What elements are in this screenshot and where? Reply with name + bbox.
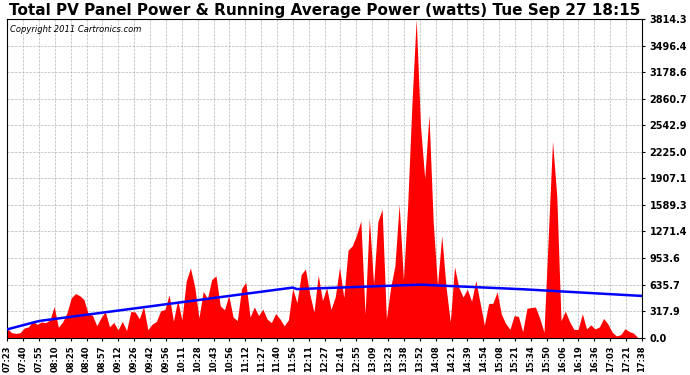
Text: Copyright 2011 Cartronics.com: Copyright 2011 Cartronics.com bbox=[10, 26, 142, 34]
Title: Total PV Panel Power & Running Average Power (watts) Tue Sep 27 18:15: Total PV Panel Power & Running Average P… bbox=[9, 3, 640, 18]
